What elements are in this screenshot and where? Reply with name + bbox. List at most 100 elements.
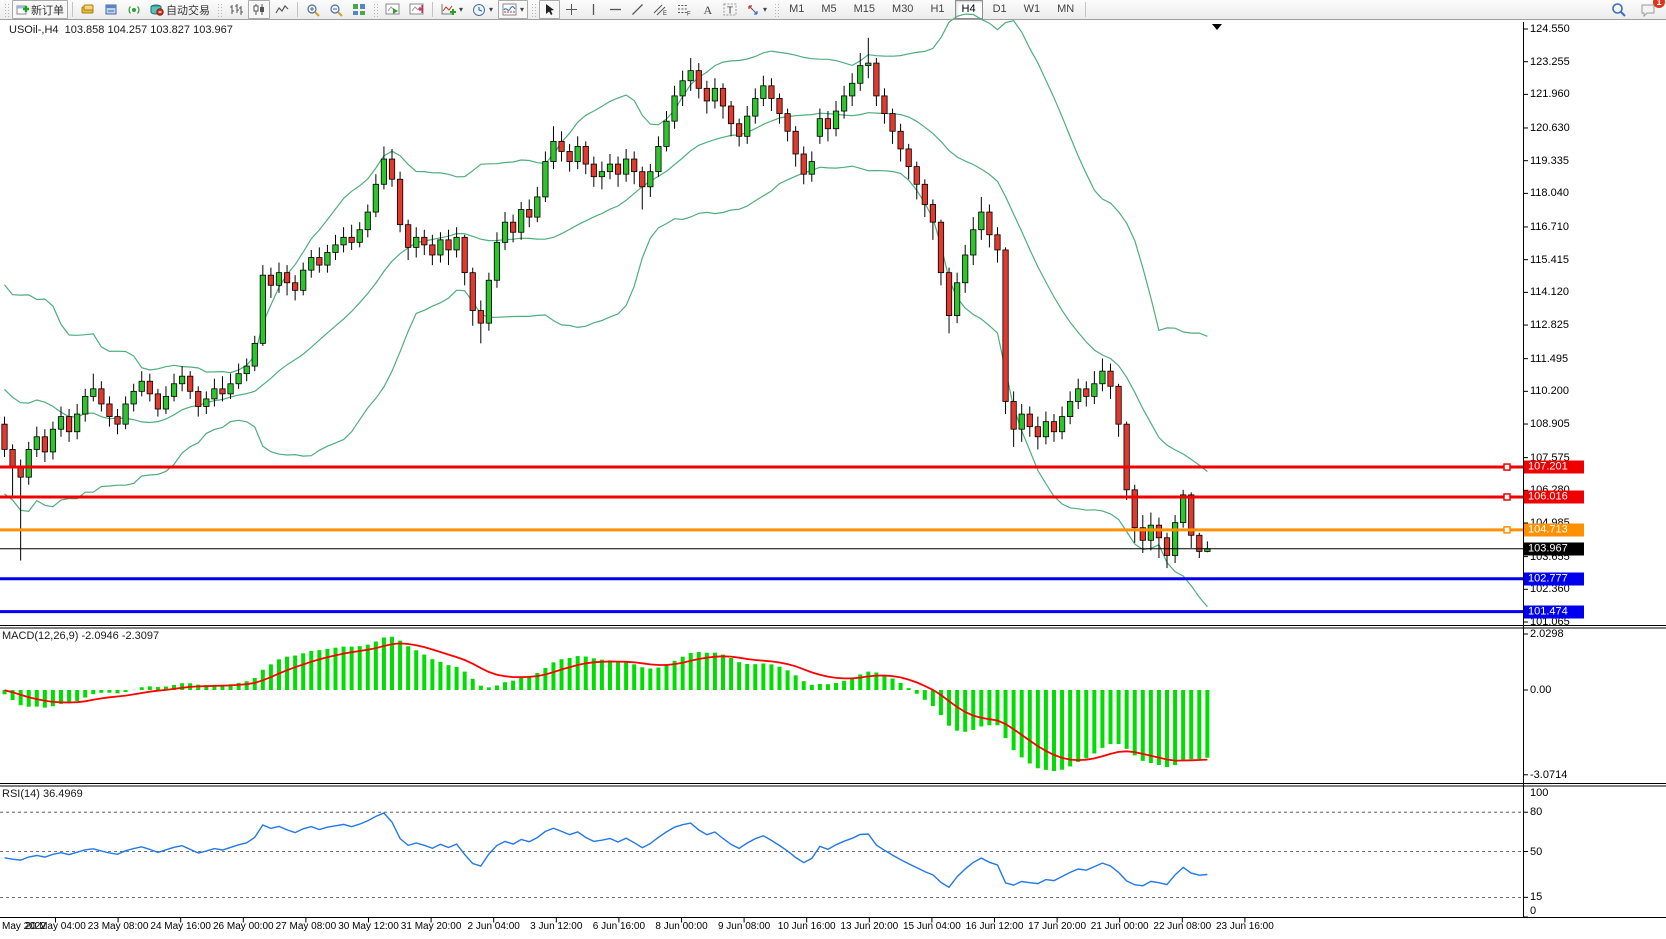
candle-bear [1155,524,1163,539]
timeframe-button-m5[interactable]: M5 [821,3,837,15]
dropdown-caret-icon: ▾ [489,5,494,14]
price-level-badge[interactable]: 103.967 [1524,542,1584,556]
rsi-axis-label: 50 [1530,845,1543,858]
fibonacci-tool-button[interactable]: F [673,0,696,19]
candle-bull [49,428,57,453]
candle-bull [606,163,614,173]
level-handle[interactable] [1503,463,1511,471]
candle-bull [453,236,460,251]
candle-bull [122,403,129,425]
time-axis-label: 27 May 08:00 [275,921,337,932]
chat-notifications-icon[interactable]: 1 [1636,0,1665,19]
candle-bear [1083,388,1090,397]
market-watch-button[interactable] [77,0,99,19]
timeframe-button-h4[interactable]: H4 [954,0,983,19]
zoom-in-button[interactable] [302,0,324,19]
time-axis-label: 8 Jun 00:00 [655,921,708,932]
candle-bear [65,416,73,433]
text-label-tool-button[interactable]: T [719,0,741,19]
equidistant-channel-tool-button[interactable]: E [649,0,672,19]
price-tick-label: 111.495 [1530,352,1569,365]
timeframe-button-h1[interactable]: H1 [930,3,945,15]
timeframe-button-m1[interactable]: M1 [789,3,805,15]
cursor-tool-button[interactable] [539,0,561,19]
candle-bull [849,82,856,97]
search-icon[interactable] [1607,0,1630,19]
templates-button[interactable]: ▾ [498,0,529,19]
candle-bear [292,282,299,291]
candle-bear [921,183,928,205]
arrows-tool-button[interactable]: ▾ [742,0,771,19]
bar-chart-button[interactable] [225,0,247,19]
auto-scroll-button[interactable] [381,0,404,19]
candle-bear [1188,494,1195,536]
candle-bear [146,380,153,395]
tile-windows-button[interactable] [348,0,370,19]
svg-text:T: T [727,6,733,17]
candle-bear [477,310,484,324]
crosshair-tool-button[interactable] [561,0,582,19]
candle-bull [744,115,751,137]
periods-button[interactable]: ▾ [468,0,497,19]
timeframe-button-m15[interactable]: M15 [853,3,876,15]
indicators-button[interactable]: ▾ [437,0,467,19]
candle-bear [154,393,161,410]
new-order-button[interactable]: 新订单 [12,0,68,19]
text-tool-button[interactable]: A [697,0,718,19]
timeframe-button-mn[interactable]: MN [1057,3,1075,15]
candle-bull [647,171,654,188]
chart-shift-marker-icon[interactable] [1212,24,1222,30]
signals-button[interactable] [123,0,145,19]
candle-bear [824,118,832,130]
candle-bull [74,413,81,433]
time-axis-label: 10 Jun 16:00 [777,921,836,932]
candle-bull [235,373,242,385]
auto-trading-button[interactable]: 自动交易 [146,0,214,19]
candle-bear [1123,423,1130,491]
candle-bull [130,390,137,405]
toolbar-grip[interactable] [774,2,780,17]
candle-bull [857,65,864,84]
data-window-button[interactable] [100,0,122,19]
candle-bull [308,257,315,271]
rsi-indicator-label: RSI(14) 36.4969 [2,788,83,800]
price-level-badge[interactable]: 102.777 [1524,572,1584,586]
trendline-tool-button[interactable] [627,0,648,19]
level-handle[interactable] [1503,493,1511,501]
candle-bull [752,98,759,117]
chart-shift-button[interactable] [405,0,428,19]
price-level-badge[interactable]: 104.713 [1524,523,1584,537]
toolbar-grip[interactable] [373,2,378,17]
svg-text:F: F [687,12,691,17]
level-handle[interactable] [1503,526,1511,534]
price-level-badge[interactable]: 107.201 [1524,460,1584,474]
zoom-out-button[interactable] [325,0,347,19]
candle-bear [405,224,412,248]
candle-bear [897,130,904,150]
timeframe-button-d1[interactable]: D1 [992,3,1007,15]
toolbar-grip[interactable] [217,2,222,17]
time-axis-label: 21 Jun 00:00 [1090,921,1149,932]
candle-bull [340,236,347,246]
candle-bull [518,209,525,233]
candle-bull [275,272,283,286]
line-chart-button[interactable] [271,0,293,19]
candle-bull [25,449,32,478]
timeframe-button-m30[interactable]: M30 [892,3,914,15]
dropdown-caret-icon: ▾ [763,5,768,14]
toolbar-grip[interactable] [4,2,9,17]
vertical-line-tool-button[interactable] [583,0,604,19]
rsi-axis-label: 100 [1530,787,1549,799]
candle-bull [227,383,234,395]
toolbar-grip[interactable] [531,2,537,17]
candle-bull [655,146,662,173]
horizontal-line-tool-button[interactable] [605,0,626,19]
price-level-badge[interactable]: 106.016 [1524,490,1584,504]
price-level-badge[interactable]: 101.474 [1524,605,1584,619]
time-axis-label: 26 May 00:00 [212,921,274,932]
timeframe-button-w1[interactable]: W1 [1023,3,1041,15]
candlestick-chart-button[interactable] [248,0,270,19]
time-axis-label: 30 May 12:00 [338,921,399,932]
